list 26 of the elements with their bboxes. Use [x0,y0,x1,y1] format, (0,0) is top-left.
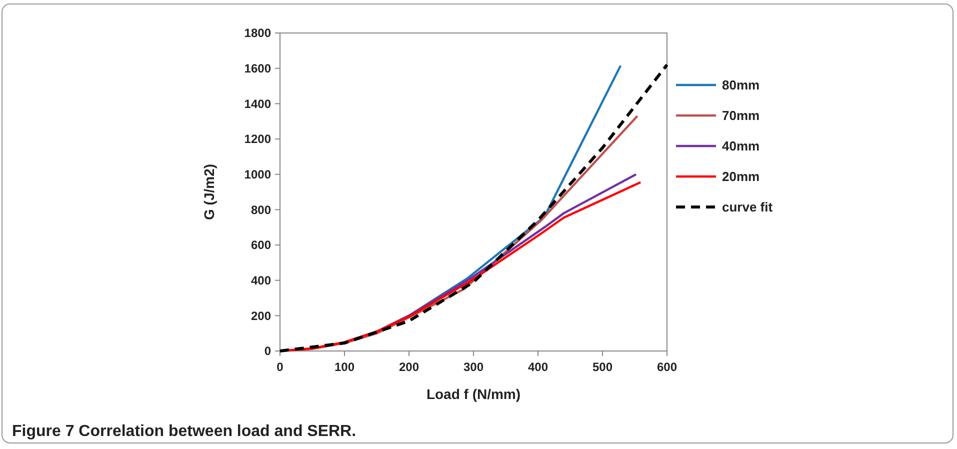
legend-label: 70mm [722,108,760,124]
y-tick-label: 1400 [244,96,272,111]
line-series [278,63,668,352]
x-tick-label: 500 [592,360,613,374]
y-axis-title: G (J/m2) [201,164,217,220]
legend-label: curve fit [722,200,774,215]
x-tick-label: 400 [528,360,548,374]
caption: Figure 7 Correlation between load and SERR. [12,423,356,440]
y-tick-label: 600 [250,238,272,252]
y-tick-label: 1200 [244,132,272,146]
x-tick-label: 0 [276,360,284,374]
y-tick-label: 0 [264,344,272,358]
y-tick-label: 200 [250,308,272,323]
x-tick-label: 100 [334,360,355,374]
legend-label: 40mm [722,138,760,154]
x-tick-label: 600 [656,360,678,374]
y-tick-label: 1600 [244,62,272,76]
y-tick-label: 1000 [244,168,272,182]
y-tick-label: 400 [250,274,272,288]
x-axis-title: Load f (N/mm) [426,386,521,402]
x-tick-label: 200 [398,360,420,374]
y-tick-label: 800 [250,202,272,217]
x-tick-label: 300 [463,360,484,374]
legend-label: 20mm [722,169,760,184]
y-tick-label: 1800 [244,26,272,40]
legend-label: 80mm [722,78,760,93]
